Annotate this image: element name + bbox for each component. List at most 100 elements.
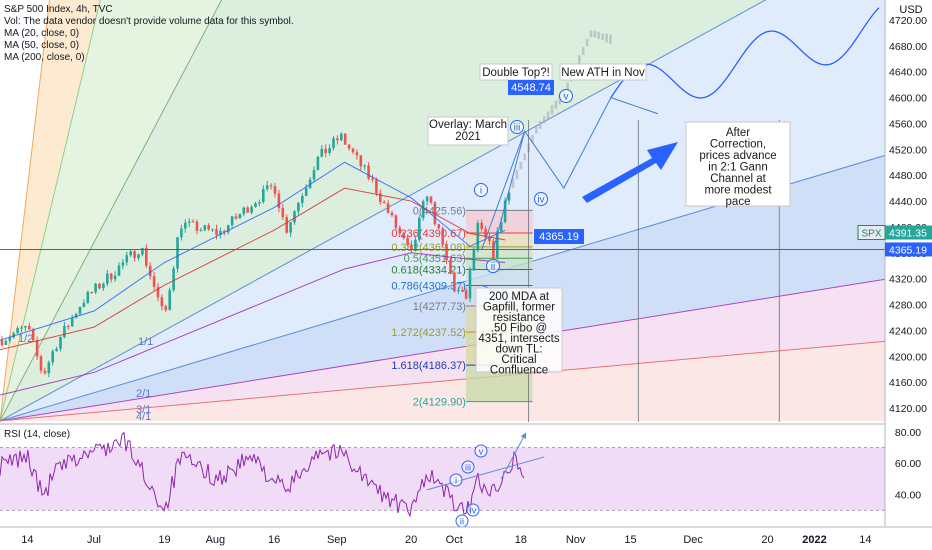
overlay-text: Overlay: March 2021: [429, 119, 507, 143]
time-tick-label: Nov: [566, 534, 586, 546]
candle-body: [86, 291, 90, 303]
candle-body: [137, 254, 140, 259]
double-top-callout[interactable]: Double Top?!: [479, 63, 553, 81]
candle-body: [82, 302, 86, 307]
mda-line: .50 Fibo @: [491, 323, 547, 335]
overlay-callout[interactable]: Overlay: March 2021: [427, 116, 509, 146]
overlay-candle: [577, 55, 581, 65]
candle-body: [160, 297, 164, 307]
candle-body: [457, 290, 460, 292]
candle-body: [254, 203, 257, 207]
candle-body: [0, 340, 4, 345]
candle-body: [43, 370, 47, 374]
rsi-wave-circle: [461, 460, 475, 474]
wave-label-circle: [474, 183, 488, 197]
rsi-axis[interactable]: 80.00 60.00 40.00: [895, 427, 921, 502]
rsi-tick-label: 80.00: [895, 427, 921, 439]
candle-body: [371, 178, 374, 180]
candle-body: [301, 195, 304, 203]
axis-background: [885, 0, 932, 550]
candle-body: [102, 283, 105, 289]
fib-band: [465, 246, 533, 259]
candle-body: [4, 340, 8, 345]
candle-body: [242, 207, 246, 215]
candle-body: [421, 201, 425, 218]
candle-body: [70, 317, 74, 327]
chart-header: S&P 500 Index, 4h, TVC Vol: The data ven…: [4, 4, 294, 63]
price-tick-label: 4160.00: [889, 377, 927, 389]
overlay-candle: [581, 47, 585, 56]
candle-body: [145, 247, 148, 266]
candle-body: [12, 333, 15, 338]
price-tick-label: 4520.00: [889, 144, 927, 156]
time-axis[interactable]: 14 Jul 19 Aug 16 Sep 20 Oct 18 Nov 15 Dec 20 2022 14: [0, 526, 932, 546]
fib-label: 0.618(4334.21): [391, 264, 466, 276]
price-tick-label: 4640.00: [889, 67, 927, 79]
mda-line: 200 MDA at: [489, 291, 550, 303]
candle-body: [484, 228, 487, 238]
candle-body: [285, 217, 288, 233]
candle-body: [265, 185, 269, 189]
price-axis[interactable]: 4720.00 4680.00 4640.00 4600.00 4560.00 4520.…: [857, 0, 932, 550]
fib-label: 1(4277.73): [413, 301, 466, 313]
overlay-candle: [597, 31, 601, 40]
candle-body: [398, 227, 402, 234]
candle-body: [437, 224, 441, 229]
overlay-candle: [515, 169, 519, 179]
wave-label-text: v: [564, 92, 569, 103]
mda-line: resistance: [493, 312, 545, 324]
wave-label-circle: [534, 192, 548, 206]
candle-body: [394, 215, 398, 228]
mda-line: 4351, intersects: [478, 333, 559, 345]
candle-body: [379, 193, 382, 203]
candle-body: [347, 144, 351, 149]
time-tick-label: 20: [761, 534, 773, 546]
gann-label: 1/2: [18, 333, 33, 345]
overlay-candle: [609, 34, 612, 44]
candle-body: [246, 207, 249, 213]
candle-body: [199, 230, 203, 232]
candle-body: [433, 202, 437, 225]
gann-label: 4/1: [136, 411, 151, 423]
candle-body: [445, 244, 448, 261]
candle-body: [277, 193, 281, 208]
candle-body: [20, 327, 23, 329]
time-tick-label: 15: [624, 534, 636, 546]
after-callout[interactable]: After Correction, prices advance in 2:1 Gan…: [685, 121, 791, 208]
candle-body: [410, 244, 413, 250]
candle-body: [480, 222, 483, 229]
candle-body: [507, 192, 511, 201]
gann-label: 1/1: [138, 336, 153, 348]
candle-body: [499, 221, 503, 232]
candle-body: [16, 328, 19, 334]
time-tick-label: 16: [268, 534, 280, 546]
price-tick-label: 4480.00: [889, 170, 927, 182]
fib-band: [465, 232, 533, 247]
candles: [0, 30, 612, 378]
wave-label-text: ii: [491, 262, 495, 273]
candle-body: [191, 221, 195, 223]
ath-callout[interactable]: New ATH in Nov: [559, 63, 647, 81]
candle-body: [180, 228, 183, 238]
overlay-candle: [542, 116, 546, 124]
time-tick-label: Aug: [206, 534, 226, 546]
candle-body: [258, 201, 261, 204]
wave-label-circle: [510, 120, 524, 134]
candle-body: [472, 250, 476, 271]
overlay-candle: [558, 94, 562, 105]
projection-line: [492, 96, 659, 250]
candle-body: [35, 340, 39, 357]
candle-body: [390, 212, 394, 216]
price-tag-4548[interactable]: 4548.74: [508, 80, 554, 95]
cursor-price-tag[interactable]: 4365.19: [534, 229, 584, 244]
mda-callout[interactable]: 200 MDA at Gapfill, former resistance .50 F…: [475, 287, 563, 377]
candle-body: [234, 216, 238, 219]
candle-body: [90, 291, 93, 293]
candle-body: [67, 325, 70, 327]
rsi-line: [0, 431, 525, 518]
price-projection: [481, 7, 880, 299]
projection-curve: [610, 7, 880, 99]
